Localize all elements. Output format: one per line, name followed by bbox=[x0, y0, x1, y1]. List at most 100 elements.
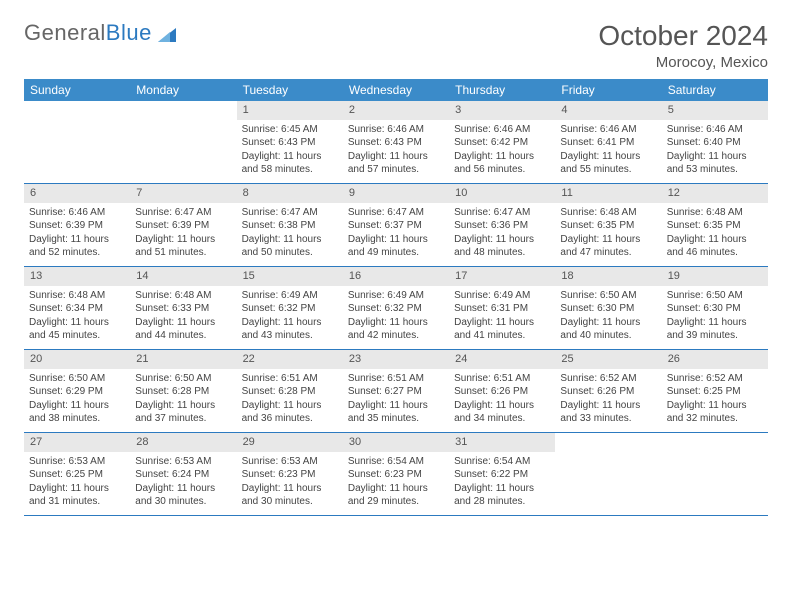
brand-logo: GeneralBlue bbox=[24, 20, 178, 46]
day-body: Sunrise: 6:45 AMSunset: 6:43 PMDaylight:… bbox=[237, 120, 343, 182]
day-body: Sunrise: 6:54 AMSunset: 6:22 PMDaylight:… bbox=[449, 452, 555, 514]
daylight-text: Daylight: 11 hours and 55 minutes. bbox=[560, 150, 656, 177]
day-number: 11 bbox=[555, 184, 661, 203]
daylight-text: Daylight: 11 hours and 37 minutes. bbox=[135, 399, 231, 426]
day-number: 1 bbox=[237, 101, 343, 120]
brand-text-1: General bbox=[24, 20, 106, 46]
sunrise-text: Sunrise: 6:46 AM bbox=[29, 206, 125, 220]
sunrise-text: Sunrise: 6:46 AM bbox=[667, 123, 763, 137]
day-body: Sunrise: 6:49 AMSunset: 6:32 PMDaylight:… bbox=[237, 286, 343, 348]
day-cell: 26Sunrise: 6:52 AMSunset: 6:25 PMDayligh… bbox=[662, 350, 768, 432]
week-row: 20Sunrise: 6:50 AMSunset: 6:29 PMDayligh… bbox=[24, 350, 768, 433]
day-body: Sunrise: 6:46 AMSunset: 6:43 PMDaylight:… bbox=[343, 120, 449, 182]
sunset-text: Sunset: 6:32 PM bbox=[348, 302, 444, 316]
sunrise-text: Sunrise: 6:45 AM bbox=[242, 123, 338, 137]
day-cell: 27Sunrise: 6:53 AMSunset: 6:25 PMDayligh… bbox=[24, 433, 130, 515]
week-row: 6Sunrise: 6:46 AMSunset: 6:39 PMDaylight… bbox=[24, 184, 768, 267]
month-title: October 2024 bbox=[598, 20, 768, 52]
day-cell: 15Sunrise: 6:49 AMSunset: 6:32 PMDayligh… bbox=[237, 267, 343, 349]
sunset-text: Sunset: 6:22 PM bbox=[454, 468, 550, 482]
sail-icon bbox=[156, 24, 178, 42]
week-row: 13Sunrise: 6:48 AMSunset: 6:34 PMDayligh… bbox=[24, 267, 768, 350]
sunrise-text: Sunrise: 6:50 AM bbox=[560, 289, 656, 303]
day-cell: 4Sunrise: 6:46 AMSunset: 6:41 PMDaylight… bbox=[555, 101, 661, 183]
day-number: 31 bbox=[449, 433, 555, 452]
day-body: Sunrise: 6:50 AMSunset: 6:28 PMDaylight:… bbox=[130, 369, 236, 431]
daylight-text: Daylight: 11 hours and 42 minutes. bbox=[348, 316, 444, 343]
sunrise-text: Sunrise: 6:51 AM bbox=[454, 372, 550, 386]
sunrise-text: Sunrise: 6:48 AM bbox=[667, 206, 763, 220]
day-number: 18 bbox=[555, 267, 661, 286]
sunset-text: Sunset: 6:35 PM bbox=[667, 219, 763, 233]
sunrise-text: Sunrise: 6:49 AM bbox=[348, 289, 444, 303]
sunrise-text: Sunrise: 6:48 AM bbox=[29, 289, 125, 303]
brand-text-2: Blue bbox=[106, 20, 152, 46]
day-number: 30 bbox=[343, 433, 449, 452]
day-cell: 5Sunrise: 6:46 AMSunset: 6:40 PMDaylight… bbox=[662, 101, 768, 183]
day-number: 26 bbox=[662, 350, 768, 369]
day-number: 13 bbox=[24, 267, 130, 286]
dow-wed: Wednesday bbox=[343, 79, 449, 101]
sunrise-text: Sunrise: 6:51 AM bbox=[242, 372, 338, 386]
day-cell: 10Sunrise: 6:47 AMSunset: 6:36 PMDayligh… bbox=[449, 184, 555, 266]
day-number: 5 bbox=[662, 101, 768, 120]
day-cell: 8Sunrise: 6:47 AMSunset: 6:38 PMDaylight… bbox=[237, 184, 343, 266]
dow-fri: Friday bbox=[555, 79, 661, 101]
day-cell: 24Sunrise: 6:51 AMSunset: 6:26 PMDayligh… bbox=[449, 350, 555, 432]
sunset-text: Sunset: 6:26 PM bbox=[560, 385, 656, 399]
sunrise-text: Sunrise: 6:48 AM bbox=[135, 289, 231, 303]
dow-sat: Saturday bbox=[662, 79, 768, 101]
day-cell: . bbox=[130, 101, 236, 183]
day-cell: 20Sunrise: 6:50 AMSunset: 6:29 PMDayligh… bbox=[24, 350, 130, 432]
dow-tue: Tuesday bbox=[237, 79, 343, 101]
day-body: Sunrise: 6:51 AMSunset: 6:27 PMDaylight:… bbox=[343, 369, 449, 431]
daylight-text: Daylight: 11 hours and 39 minutes. bbox=[667, 316, 763, 343]
day-cell: 12Sunrise: 6:48 AMSunset: 6:35 PMDayligh… bbox=[662, 184, 768, 266]
sunset-text: Sunset: 6:39 PM bbox=[29, 219, 125, 233]
sunset-text: Sunset: 6:27 PM bbox=[348, 385, 444, 399]
sunset-text: Sunset: 6:23 PM bbox=[348, 468, 444, 482]
day-number: 19 bbox=[662, 267, 768, 286]
sunset-text: Sunset: 6:35 PM bbox=[560, 219, 656, 233]
sunrise-text: Sunrise: 6:47 AM bbox=[348, 206, 444, 220]
day-number: 29 bbox=[237, 433, 343, 452]
day-body: Sunrise: 6:52 AMSunset: 6:26 PMDaylight:… bbox=[555, 369, 661, 431]
daylight-text: Daylight: 11 hours and 36 minutes. bbox=[242, 399, 338, 426]
day-cell: 14Sunrise: 6:48 AMSunset: 6:33 PMDayligh… bbox=[130, 267, 236, 349]
day-number: 24 bbox=[449, 350, 555, 369]
daylight-text: Daylight: 11 hours and 31 minutes. bbox=[29, 482, 125, 509]
day-number: 6 bbox=[24, 184, 130, 203]
day-cell: 22Sunrise: 6:51 AMSunset: 6:28 PMDayligh… bbox=[237, 350, 343, 432]
sunrise-text: Sunrise: 6:46 AM bbox=[560, 123, 656, 137]
day-cell: 30Sunrise: 6:54 AMSunset: 6:23 PMDayligh… bbox=[343, 433, 449, 515]
sunrise-text: Sunrise: 6:53 AM bbox=[242, 455, 338, 469]
day-body: Sunrise: 6:51 AMSunset: 6:26 PMDaylight:… bbox=[449, 369, 555, 431]
day-number: 22 bbox=[237, 350, 343, 369]
sunrise-text: Sunrise: 6:54 AM bbox=[348, 455, 444, 469]
day-cell: 7Sunrise: 6:47 AMSunset: 6:39 PMDaylight… bbox=[130, 184, 236, 266]
sunset-text: Sunset: 6:25 PM bbox=[29, 468, 125, 482]
day-number: 21 bbox=[130, 350, 236, 369]
day-cell: 18Sunrise: 6:50 AMSunset: 6:30 PMDayligh… bbox=[555, 267, 661, 349]
day-cell: 2Sunrise: 6:46 AMSunset: 6:43 PMDaylight… bbox=[343, 101, 449, 183]
daylight-text: Daylight: 11 hours and 57 minutes. bbox=[348, 150, 444, 177]
day-cell: 29Sunrise: 6:53 AMSunset: 6:23 PMDayligh… bbox=[237, 433, 343, 515]
sunset-text: Sunset: 6:30 PM bbox=[667, 302, 763, 316]
day-number: 14 bbox=[130, 267, 236, 286]
daylight-text: Daylight: 11 hours and 47 minutes. bbox=[560, 233, 656, 260]
sunrise-text: Sunrise: 6:54 AM bbox=[454, 455, 550, 469]
sunrise-text: Sunrise: 6:46 AM bbox=[454, 123, 550, 137]
day-number: 12 bbox=[662, 184, 768, 203]
sunset-text: Sunset: 6:38 PM bbox=[242, 219, 338, 233]
sunset-text: Sunset: 6:40 PM bbox=[667, 136, 763, 150]
location-label: Morocoy, Mexico bbox=[598, 54, 768, 71]
day-cell: 13Sunrise: 6:48 AMSunset: 6:34 PMDayligh… bbox=[24, 267, 130, 349]
daylight-text: Daylight: 11 hours and 28 minutes. bbox=[454, 482, 550, 509]
sunset-text: Sunset: 6:25 PM bbox=[667, 385, 763, 399]
dow-header-row: Sunday Monday Tuesday Wednesday Thursday… bbox=[24, 79, 768, 101]
sunrise-text: Sunrise: 6:50 AM bbox=[135, 372, 231, 386]
daylight-text: Daylight: 11 hours and 52 minutes. bbox=[29, 233, 125, 260]
day-body: Sunrise: 6:49 AMSunset: 6:32 PMDaylight:… bbox=[343, 286, 449, 348]
sunrise-text: Sunrise: 6:50 AM bbox=[667, 289, 763, 303]
day-body: Sunrise: 6:48 AMSunset: 6:35 PMDaylight:… bbox=[662, 203, 768, 265]
